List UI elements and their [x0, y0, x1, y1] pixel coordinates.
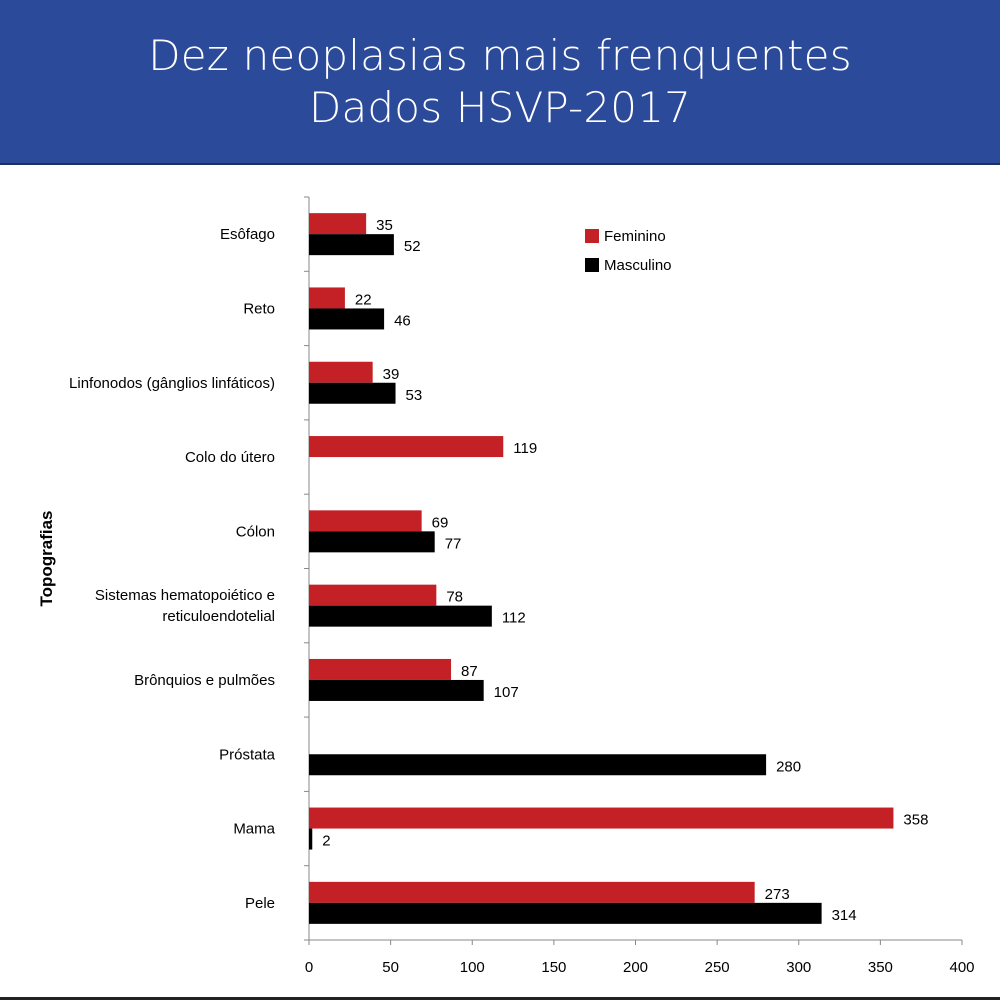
- category-label: Sistemas hematopoiético e: [95, 587, 275, 604]
- feminino-value-label: 273: [765, 886, 790, 903]
- masculino-bar: [309, 605, 492, 627]
- feminino-bar: [309, 807, 894, 829]
- legend-swatch: [585, 258, 599, 272]
- x-tick-label: 0: [305, 959, 313, 976]
- feminino-bar: [309, 510, 422, 532]
- x-tick-label: 200: [623, 959, 648, 976]
- legend-swatch: [585, 229, 599, 243]
- x-tick-label: 400: [949, 959, 974, 976]
- bottom-divider: [0, 997, 1000, 1000]
- legend-label: Feminino: [604, 228, 666, 245]
- category-label: Esôfago: [220, 226, 275, 243]
- category-label: Mama: [233, 821, 275, 838]
- legend-label: Masculino: [604, 257, 672, 274]
- category-label: Colo do útero: [185, 449, 275, 466]
- feminino-bar: [309, 658, 452, 680]
- category-label: Cólon: [236, 523, 275, 540]
- x-tick-label: 50: [382, 959, 399, 976]
- x-tick-label: 300: [786, 959, 811, 976]
- title-banner: Dez neoplasias mais frenquentes Dados HS…: [0, 0, 1000, 165]
- feminino-bar: [309, 287, 345, 309]
- masculino-bar: [309, 754, 767, 776]
- masculino-bar: [309, 902, 822, 924]
- category-label: Próstata: [219, 746, 276, 763]
- masculino-value-label: 77: [445, 535, 462, 552]
- category-label: Pele: [245, 895, 275, 912]
- x-tick-label: 250: [705, 959, 730, 976]
- masculino-value-label: 46: [394, 312, 411, 329]
- category-label: reticuloendotelial: [162, 608, 275, 625]
- masculino-bar: [309, 382, 396, 404]
- masculino-bar: [309, 234, 394, 256]
- category-label: Linfonodos (gânglios linfáticos): [69, 375, 275, 392]
- chart-subtitle: Dados HSVP-2017: [308, 82, 692, 132]
- feminino-value-label: 35: [376, 217, 393, 234]
- masculino-value-label: 107: [494, 684, 519, 701]
- masculino-value-label: 52: [404, 238, 421, 255]
- masculino-value-label: 2: [322, 833, 330, 850]
- masculino-value-label: 314: [832, 907, 857, 924]
- masculino-value-label: 280: [776, 758, 801, 775]
- masculino-bar: [309, 531, 435, 553]
- y-axis-title: Topografias: [37, 510, 56, 606]
- masculino-value-label: 53: [406, 387, 423, 404]
- feminino-bar: [309, 584, 437, 606]
- masculino-bar: [309, 828, 313, 850]
- feminino-value-label: 87: [461, 663, 478, 680]
- feminino-value-label: 358: [903, 812, 928, 829]
- x-tick-label: 150: [541, 959, 566, 976]
- masculino-value-label: 112: [502, 610, 526, 627]
- feminino-bar: [309, 213, 367, 235]
- feminino-value-label: 22: [355, 291, 372, 308]
- feminino-value-label: 78: [446, 589, 463, 606]
- category-label: Brônquios e pulmões: [134, 672, 275, 689]
- feminino-value-label: 69: [432, 514, 449, 531]
- masculino-bar: [309, 679, 484, 701]
- x-tick-label: 100: [460, 959, 485, 976]
- x-tick-label: 350: [868, 959, 893, 976]
- feminino-value-label: 119: [513, 440, 537, 457]
- feminino-value-label: 39: [383, 366, 400, 383]
- feminino-bar: [309, 361, 373, 383]
- category-label: Reto: [243, 300, 275, 317]
- feminino-bar: [309, 436, 504, 458]
- feminino-bar: [309, 881, 755, 903]
- chart-title: Dez neoplasias mais frenquentes: [148, 30, 852, 80]
- masculino-bar: [309, 308, 385, 330]
- bar-chart: 0 50 100 150 200 250 300 350 400 Topografias 35 52 E…: [37, 196, 975, 976]
